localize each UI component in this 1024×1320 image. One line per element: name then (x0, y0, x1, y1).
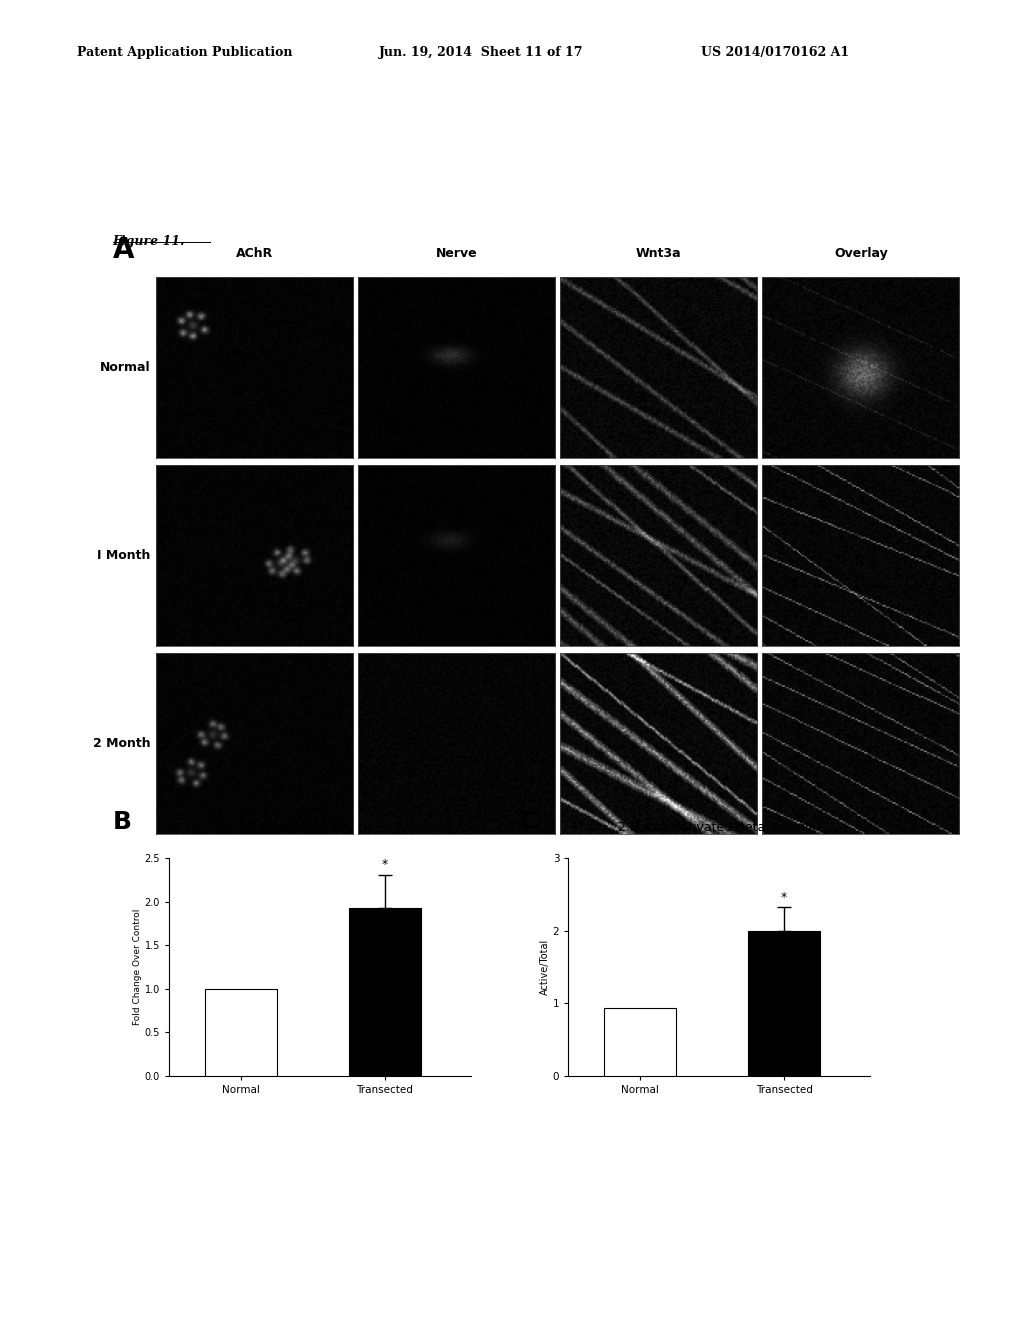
Text: Patent Application Publication: Patent Application Publication (77, 46, 292, 59)
Bar (749, 931, 820, 1076)
Text: C: C (520, 810, 539, 834)
Text: 2 Month: 2 Month (93, 737, 151, 750)
Text: Overlay: Overlay (835, 247, 888, 260)
Text: Jun. 19, 2014  Sheet 11 of 17: Jun. 19, 2014 Sheet 11 of 17 (379, 46, 584, 59)
Text: US 2014/0170162 A1: US 2014/0170162 A1 (701, 46, 850, 59)
Text: *: * (382, 858, 388, 871)
Text: 2 Month Activated Beta-catenin: 2 Month Activated Beta-catenin (617, 821, 816, 834)
Text: I Month: I Month (97, 549, 151, 562)
Text: Nerve: Nerve (435, 247, 477, 260)
Text: Figure 11.: Figure 11. (113, 235, 185, 248)
Text: Wnt3a: Wnt3a (636, 247, 682, 260)
Y-axis label: Active/Total: Active/Total (540, 939, 550, 995)
Text: Normal: Normal (100, 362, 151, 375)
Text: *: * (781, 891, 787, 904)
Y-axis label: Fold Change Over Control: Fold Change Over Control (133, 908, 141, 1026)
Text: AChR: AChR (236, 247, 272, 260)
Bar (349, 908, 421, 1076)
Bar (604, 1008, 676, 1076)
Text: A: A (113, 236, 134, 264)
Bar (205, 989, 276, 1076)
Text: 2 Month Wnt3a: 2 Month Wnt3a (249, 821, 345, 834)
Text: B: B (113, 810, 132, 834)
